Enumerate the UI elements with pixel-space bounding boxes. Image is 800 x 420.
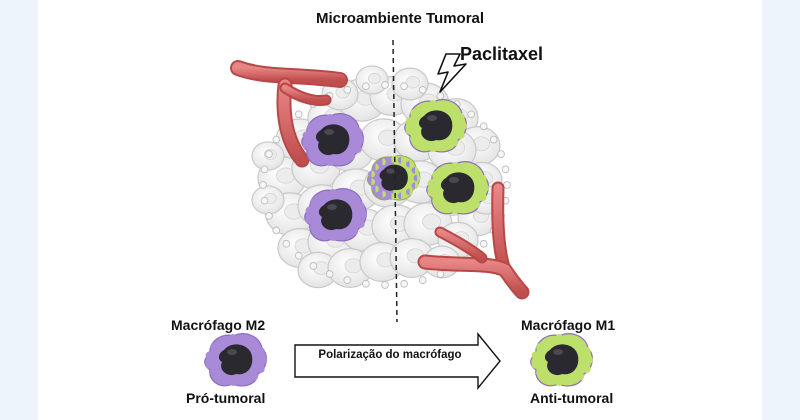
macrophage-icon: [301, 113, 364, 167]
tumor-cell-icon: [381, 81, 389, 89]
m1-macrophage-label: Macrófago M1: [521, 317, 616, 333]
tumor-cell-icon: [272, 226, 281, 235]
tumor-cell-icon: [309, 262, 318, 270]
tumor-cell-icon: [343, 276, 352, 284]
macrophage-icon: [530, 333, 593, 387]
tumor-cell-icon: [489, 135, 498, 144]
polarization-arrow: [294, 332, 501, 390]
drug-label: Paclitaxel: [460, 44, 544, 64]
tumor-cell-icon: [400, 279, 408, 288]
lightning-bolt-icon: [437, 53, 467, 93]
tumor-cell-icon: [501, 165, 510, 174]
blood-vessel-icon: [230, 60, 348, 168]
tumor-cell-icon: [272, 135, 281, 144]
tumor-cell-icon: [418, 276, 427, 284]
tumor-cell-icon: [467, 110, 476, 119]
tumor-cell-icon: [503, 181, 511, 189]
tumor-cell-icon: [259, 181, 267, 189]
tumor-cell-icon: [479, 122, 488, 131]
tumor-cell-icon: [479, 239, 488, 248]
tumor-cell-icon: [497, 150, 505, 158]
tumor-cell-icon: [325, 270, 334, 278]
m2-macrophage-label: Macrófago M2: [171, 317, 266, 333]
macrophage-icon: [426, 161, 489, 215]
tumor-cell-icon: [391, 67, 429, 101]
tumor-cell-icon: [362, 82, 370, 91]
tumor-cell-icon: [400, 82, 408, 91]
diagram-title: Microambiente Tumoral: [315, 10, 485, 27]
tumor-cell-icon: [355, 65, 389, 95]
tumor-cell-icon: [260, 196, 269, 205]
tumor-cell-icon: [418, 86, 427, 94]
blood-vessel-icon: [417, 181, 530, 300]
tumor-cell-icon: [436, 270, 445, 278]
m2-role-label: Pró-tumoral: [186, 390, 266, 406]
tumor-cell-icon: [282, 239, 291, 248]
tumor-cell-icon: [343, 86, 352, 94]
tumor-cell-icon: [294, 251, 303, 260]
macrophage-icon: [204, 333, 267, 387]
tumor-cell-icon: [297, 251, 339, 289]
tumor-cell-icon: [294, 110, 303, 119]
polarization-arrow-label: Polarização do macrófago: [318, 349, 462, 361]
tumor-cell-icon: [265, 212, 273, 220]
macrophage-icon: [366, 155, 421, 201]
tumor-cell-icon: [362, 279, 370, 288]
divider-line: [392, 39, 398, 323]
tumor-cell-icon: [265, 150, 273, 158]
tumor-cell-icon: [436, 92, 445, 100]
m1-role-label: Anti-tumoral: [530, 390, 614, 406]
macrophage-icon: [404, 99, 467, 153]
macrophage-icon: [304, 188, 367, 242]
tumor-cell-icon: [381, 281, 389, 289]
tumor-cell-icon: [260, 165, 269, 174]
